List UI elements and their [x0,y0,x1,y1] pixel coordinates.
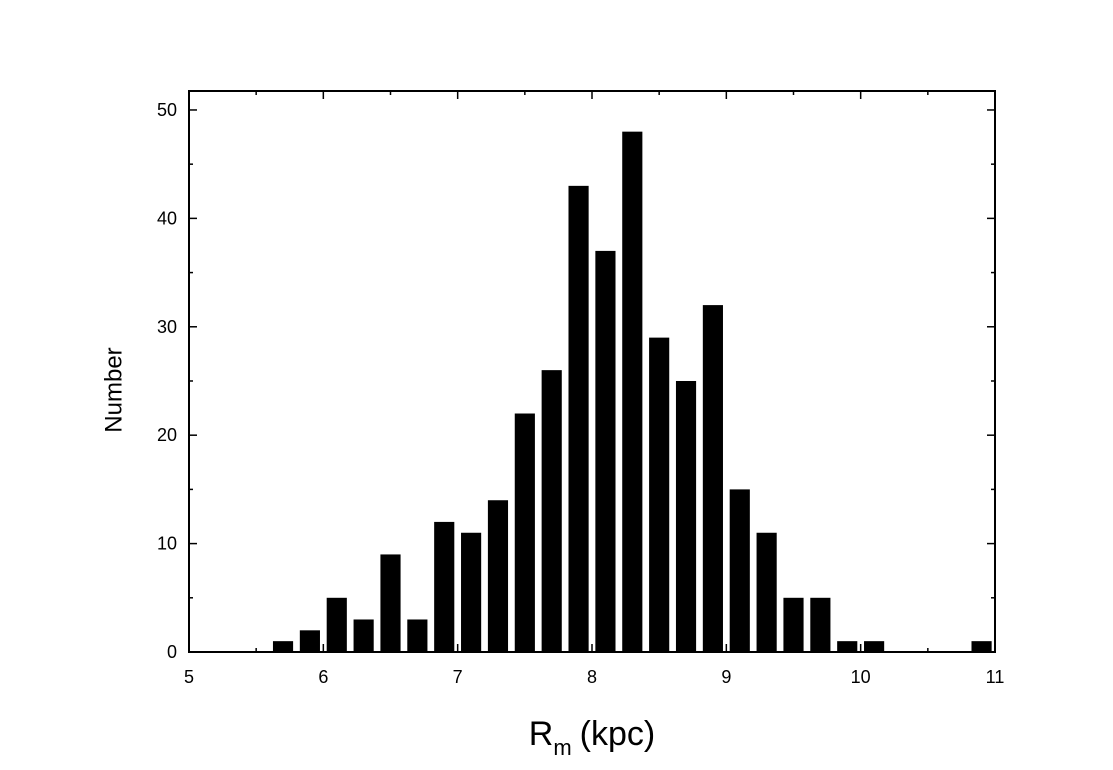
bar [729,489,750,652]
x-tick-label: 11 [986,667,1005,687]
bar [326,597,347,652]
bar [487,500,509,652]
bar [864,641,885,652]
bar [810,597,831,652]
x-label-symbol: R [529,715,554,753]
bar [407,619,428,652]
bar [541,370,562,652]
x-tick-label: 9 [721,667,731,687]
bar [837,641,858,652]
bar [783,597,804,652]
x-tick-label: 6 [318,667,328,687]
y-axis-label: Number [100,347,127,432]
x-tick-label: 10 [851,667,871,687]
y-tick-label: 40 [157,208,177,228]
bar [702,305,723,652]
bar [756,532,777,652]
bar [272,641,294,652]
y-tick-label: 20 [157,425,177,445]
bar [649,337,670,652]
x-tick-label: 8 [587,667,597,687]
x-tick-label: 7 [453,667,463,687]
bar [514,413,535,652]
bar [622,131,643,653]
bar [595,250,616,652]
bar [568,185,589,652]
bar [380,554,401,652]
x-tick-label: 5 [184,667,194,687]
bar [434,521,455,652]
x-label-unit: (kpc) [580,715,656,753]
y-tick-label: 50 [157,100,177,120]
bar [299,630,320,652]
bar [353,619,374,652]
x-label-subscript: m [553,735,571,760]
bar [675,380,697,652]
y-tick-label: 0 [167,642,177,662]
y-tick-label: 30 [157,317,177,337]
x-axis-label: Rm (kpc) [529,715,655,760]
bar [971,641,992,652]
bar [461,532,482,652]
y-tick-label: 10 [157,534,177,554]
plot-frame [188,90,996,653]
